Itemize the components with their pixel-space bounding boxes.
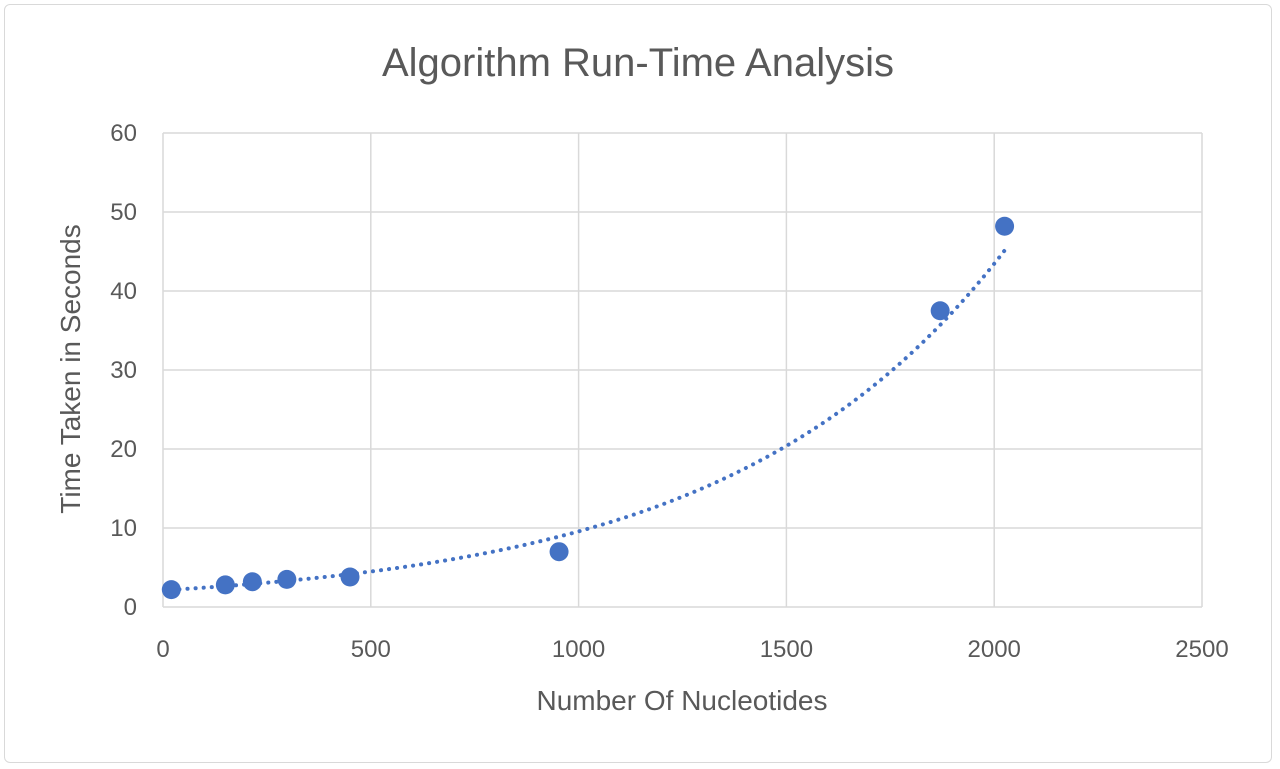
y-tick-label: 60 xyxy=(110,120,137,147)
x-tick-labels: 0 500 1000 1500 2000 2500 xyxy=(156,636,1228,663)
y-tick-label: 10 xyxy=(110,515,137,542)
data-point xyxy=(549,542,569,562)
y-tick-label: 50 xyxy=(110,199,137,226)
chart-frame xyxy=(4,4,1272,763)
x-axis-label: Number Of Nucleotides xyxy=(536,685,827,716)
y-tick-label: 0 xyxy=(124,594,137,621)
chart-title: Algorithm Run-Time Analysis xyxy=(382,41,894,85)
gridlines xyxy=(162,132,1203,608)
y-axis-label: Time Taken in Seconds xyxy=(55,224,86,514)
x-tick-label: 2000 xyxy=(968,636,1021,663)
x-tick-label: 2500 xyxy=(1175,636,1228,663)
trendline-layer xyxy=(169,248,1007,592)
trendline xyxy=(169,248,1007,592)
x-tick-label: 1000 xyxy=(552,636,605,663)
x-tick-label: 0 xyxy=(156,636,169,663)
y-tick-labels: 0 10 20 30 40 50 60 xyxy=(110,120,137,621)
data-point xyxy=(995,216,1015,236)
data-point xyxy=(242,572,262,592)
data-point xyxy=(277,569,297,589)
x-tick-label: 1500 xyxy=(760,636,813,663)
y-tick-label: 40 xyxy=(110,278,137,305)
x-tick-label: 500 xyxy=(351,636,391,663)
data-point xyxy=(930,301,950,321)
y-tick-label: 20 xyxy=(110,436,137,463)
data-points xyxy=(161,216,1015,600)
data-point xyxy=(215,575,235,595)
data-point xyxy=(340,567,360,587)
data-point xyxy=(161,580,181,600)
y-tick-label: 30 xyxy=(110,357,137,384)
